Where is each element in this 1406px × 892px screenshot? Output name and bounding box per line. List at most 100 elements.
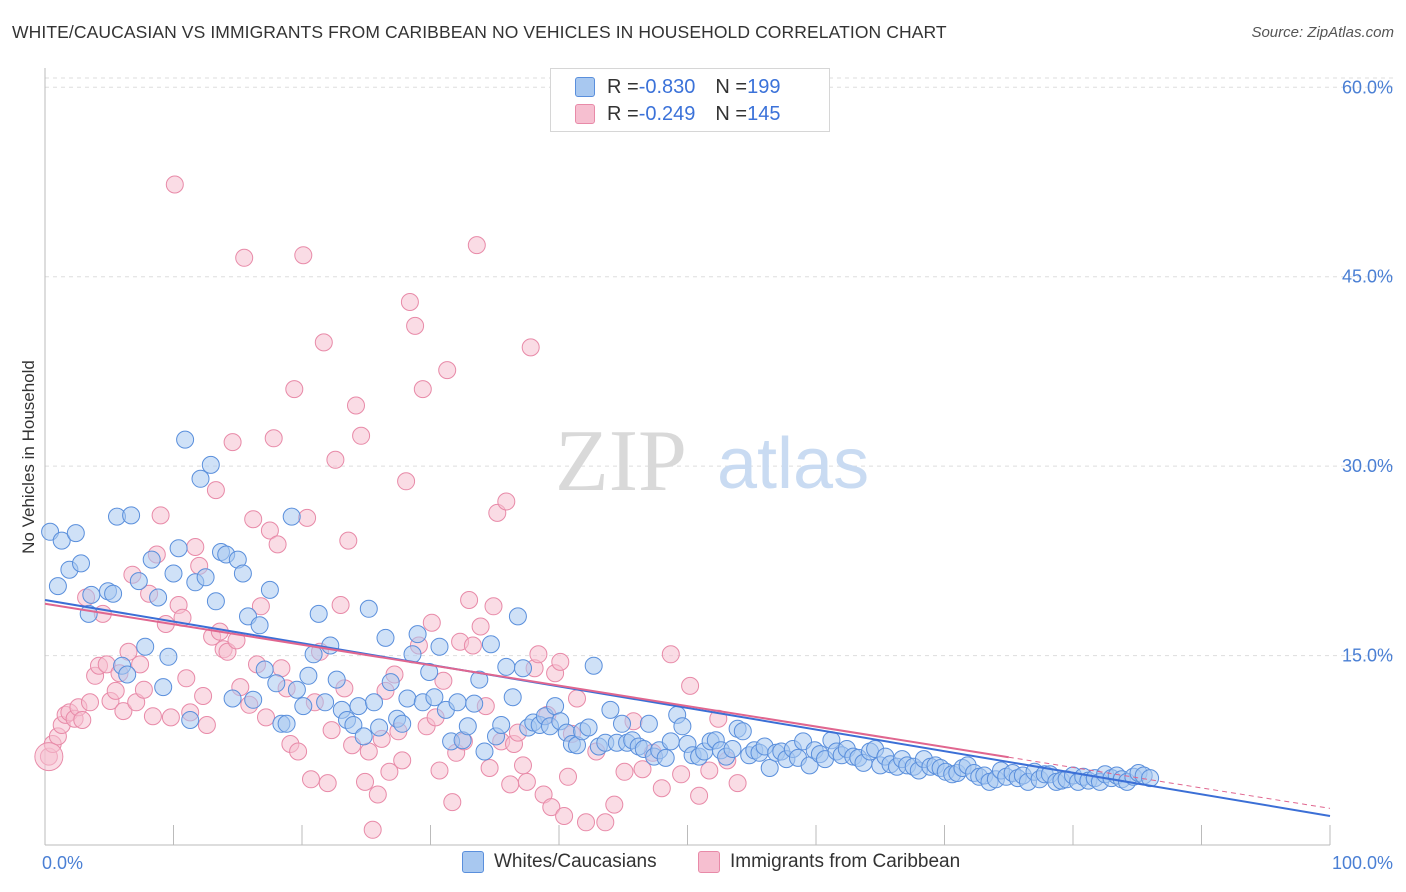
caribbean-point xyxy=(272,659,291,678)
white-point xyxy=(206,592,225,611)
y-tick-label: 30.0% xyxy=(1342,456,1393,476)
white-point xyxy=(584,656,603,675)
caribbean-point xyxy=(551,652,570,671)
white-point xyxy=(370,718,389,737)
caribbean-point xyxy=(314,333,333,352)
y-tick-label: 60.0% xyxy=(1342,77,1393,97)
white-point xyxy=(233,564,252,583)
caribbean-point xyxy=(114,702,133,721)
caribbean-point xyxy=(652,779,671,798)
watermark: ZIP atlas xyxy=(555,413,869,510)
white-point xyxy=(159,647,178,666)
caribbean-point xyxy=(542,798,561,817)
caribbean-point xyxy=(690,786,709,805)
caribbean-point xyxy=(194,687,213,705)
white-point xyxy=(359,599,378,618)
white-point xyxy=(309,604,328,623)
y-axis-label: No Vehicles in Household xyxy=(19,360,38,554)
legend-r-label: R = xyxy=(607,102,639,125)
source-credit: Source: ZipAtlas.com xyxy=(1251,24,1394,41)
white-point xyxy=(149,588,168,607)
caribbean-point xyxy=(484,597,503,616)
white-point xyxy=(365,693,383,712)
caribbean-point xyxy=(331,596,350,614)
white-points xyxy=(41,430,1160,791)
white-point xyxy=(481,635,500,654)
caribbean-point xyxy=(463,636,482,655)
white-point xyxy=(250,616,269,635)
caribbean-point xyxy=(400,293,419,311)
caribbean-point xyxy=(289,742,308,761)
white-point xyxy=(201,455,220,474)
white-point xyxy=(381,673,400,692)
caribbean-point xyxy=(363,820,382,839)
white-point xyxy=(673,717,692,736)
series-swatch-caribbean xyxy=(698,851,720,873)
caribbean-point xyxy=(326,450,345,469)
white-point xyxy=(321,636,340,655)
white-point xyxy=(420,663,439,681)
caribbean-point xyxy=(235,248,254,267)
caribbean-point xyxy=(322,721,341,740)
caribbean-point xyxy=(568,689,586,708)
caribbean-point xyxy=(302,770,320,789)
white-point xyxy=(267,674,286,693)
white-point xyxy=(169,539,188,558)
white-point xyxy=(191,469,210,488)
caribbean-point xyxy=(356,772,374,791)
caribbean-point xyxy=(177,669,196,688)
caribbean-point xyxy=(633,760,652,779)
watermark-atlas: atlas xyxy=(717,424,869,504)
white-point xyxy=(287,680,306,699)
watermark-zip: ZIP xyxy=(555,413,687,510)
white-point xyxy=(448,693,467,712)
trend-lines xyxy=(44,599,1331,817)
caribbean-point xyxy=(359,742,378,761)
series-swatch-white xyxy=(462,851,484,873)
axes xyxy=(44,68,1331,846)
legend-n-label: N = xyxy=(715,75,748,98)
legend-n-label: N = xyxy=(715,102,748,125)
caribbean-point xyxy=(268,535,287,554)
y-tick-label: 45.0% xyxy=(1342,267,1393,287)
white-point xyxy=(118,665,137,684)
caribbean-point xyxy=(480,759,499,777)
white-point xyxy=(458,717,477,736)
caribbean-point xyxy=(106,681,125,700)
x-tick-label: 100.0% xyxy=(1332,853,1393,873)
caribbean-point xyxy=(352,426,371,445)
legend-swatch-caribbean xyxy=(575,104,595,124)
caribbean-point xyxy=(559,767,577,786)
white-point xyxy=(376,628,395,647)
caribbean-point xyxy=(244,510,263,529)
caribbean-point xyxy=(434,671,453,690)
white-point xyxy=(327,670,346,689)
white-point xyxy=(613,714,631,733)
white-point xyxy=(66,524,85,543)
white-point xyxy=(344,716,363,734)
caribbean-point xyxy=(497,492,516,511)
trend-line-caribbean-extension xyxy=(1008,756,1331,809)
caribbean-point xyxy=(467,236,486,255)
white-point xyxy=(48,577,67,596)
caribbean-point xyxy=(186,538,205,556)
caribbean-point xyxy=(615,762,634,781)
white-point xyxy=(223,689,242,708)
white-point xyxy=(408,625,427,644)
white-point xyxy=(142,550,161,569)
white-point xyxy=(299,666,318,685)
white-point xyxy=(154,678,173,697)
caribbean-point xyxy=(260,521,279,540)
white-point xyxy=(546,697,565,716)
legend-n-value: 199 xyxy=(747,75,781,98)
white-point xyxy=(398,689,417,708)
white-point xyxy=(503,688,522,707)
caribbean-point xyxy=(131,655,150,674)
caribbean-point xyxy=(134,680,153,699)
white-point xyxy=(492,716,511,734)
caribbean-point xyxy=(380,762,399,781)
white-point xyxy=(465,694,484,713)
caribbean-point xyxy=(143,707,162,726)
white-point xyxy=(316,693,335,712)
